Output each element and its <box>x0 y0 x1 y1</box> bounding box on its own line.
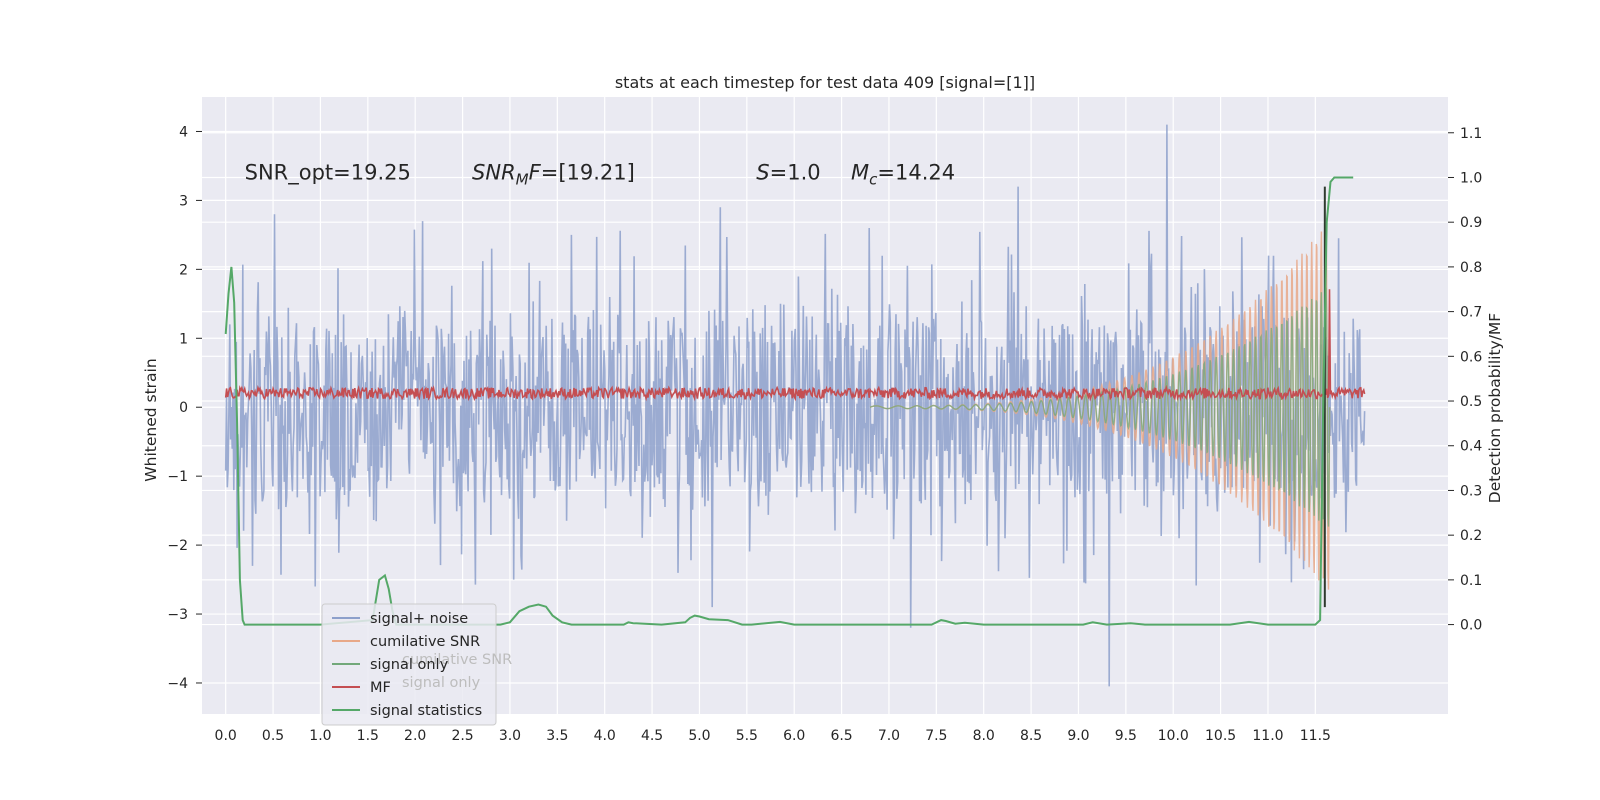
annotation-symbol: SNR <box>472 161 516 185</box>
legend-ghost-label: signal only <box>402 675 481 691</box>
annotation: SNRMF=[19.21] <box>472 161 635 189</box>
x-tick-label: 5.5 <box>736 728 758 744</box>
x-tick-label: 4.5 <box>641 728 663 744</box>
x-tick-label: 5.0 <box>688 728 710 744</box>
x-axis: 0.0 0.5 1.0 1.5 2.0 2.5 3.0 3.5 4.0 4.5 5.0 5.5 6.0 6… <box>215 728 1331 744</box>
annotations: SNR_opt=19.25 SNRMF=[19.21] S=1.0 Mc=14.24 <box>245 161 956 189</box>
x-tick-label: 10.5 <box>1205 728 1236 744</box>
annotation-number: =[19.21] <box>541 161 635 185</box>
legend-label: MF <box>370 680 391 696</box>
y-tick-label: 0 <box>179 400 188 416</box>
y2-tick-label: 0.0 <box>1460 618 1482 634</box>
annotation-subscript: M <box>516 171 529 189</box>
y-tick-label: 1 <box>179 331 188 347</box>
annotation: S=1.0 <box>756 161 820 185</box>
legend-label: signal only <box>370 657 449 673</box>
x-tick-label: 11.5 <box>1300 728 1331 744</box>
y2-tick-label: 0.6 <box>1460 349 1482 365</box>
y2-tick-label: 1.0 <box>1460 170 1482 186</box>
y2-tick-label: 0.1 <box>1460 573 1482 589</box>
y2-tick-label: 0.4 <box>1460 439 1482 455</box>
annotation: SNR_opt=19.25 <box>245 161 411 186</box>
annotation-value: =1.0 <box>770 161 821 185</box>
annotation-symbol: S <box>756 161 769 185</box>
series-mf <box>224 289 1366 402</box>
y-axis-left: −4 −3 −2 −1 0 1 2 3 4 <box>167 124 202 692</box>
x-tick-label: 8.5 <box>1020 728 1042 744</box>
annotation-symbol: F <box>529 161 542 185</box>
y-tick-label: 3 <box>179 193 188 209</box>
x-tick-label: 3.0 <box>499 728 521 744</box>
legend-box <box>321 603 497 726</box>
series-signal-statistics <box>224 176 1354 626</box>
annotation-symbol: M <box>851 161 869 185</box>
x-tick-label: 9.5 <box>1115 728 1137 744</box>
legend-ghost-label: cumilative SNR <box>402 652 512 668</box>
y2-tick-label: 0.7 <box>1460 305 1482 321</box>
x-tick-label: 7.0 <box>878 728 900 744</box>
y2-axis-label: Detection probability/MF <box>1486 313 1504 504</box>
legend-label: cumilative SNR <box>370 634 480 650</box>
y-tick-label: −4 <box>167 676 188 692</box>
y2-tick-label: 0.8 <box>1460 260 1482 276</box>
annotation-subscript: c <box>869 171 878 189</box>
x-tick-label: 6.5 <box>830 728 852 744</box>
y-tick-label: 4 <box>179 124 188 140</box>
y-tick-label: −3 <box>167 607 188 623</box>
x-tick-label: 0.0 <box>215 728 237 744</box>
y2-tick-label: 0.3 <box>1460 483 1482 499</box>
grid <box>202 97 1448 714</box>
x-tick-label: 11.0 <box>1252 728 1283 744</box>
chart-title: stats at each timestep for test data 409… <box>615 73 1035 92</box>
y-tick-label: −2 <box>167 538 188 554</box>
annotation-value: =14.24 <box>877 161 955 185</box>
x-tick-label: 6.0 <box>783 728 805 744</box>
y-axis-label: Whitened strain <box>142 358 160 481</box>
series-layer <box>224 124 1366 687</box>
y-axis-right: 0.0 0.1 0.2 0.3 0.4 0.5 0.6 0.7 0.8 0.9 1.0 1.1 <box>1448 126 1482 634</box>
x-tick-label: 2.0 <box>404 728 426 744</box>
y-tick-label: 2 <box>179 262 188 278</box>
x-tick-label: 7.5 <box>925 728 947 744</box>
y2-tick-label: 1.1 <box>1460 126 1482 142</box>
x-tick-label: 1.5 <box>357 728 379 744</box>
annotation-value: F=[19.21] <box>529 161 635 185</box>
x-tick-label: 1.0 <box>309 728 331 744</box>
x-tick-label: 9.0 <box>1067 728 1089 744</box>
series-signal-only <box>869 287 1331 527</box>
x-tick-label: 2.5 <box>451 728 473 744</box>
legend-label: signal statistics <box>370 703 482 719</box>
x-tick-label: 10.0 <box>1158 728 1189 744</box>
x-tick-label: 3.5 <box>546 728 568 744</box>
x-tick-label: 0.5 <box>262 728 284 744</box>
y2-tick-label: 0.5 <box>1460 394 1482 410</box>
x-tick-label: 4.0 <box>594 728 616 744</box>
legend-label: signal+ noise <box>370 611 468 627</box>
annotation: Mc=14.24 <box>851 161 955 189</box>
y-tick-label: −1 <box>167 469 188 485</box>
y2-tick-label: 0.9 <box>1460 215 1482 231</box>
y2-tick-label: 0.2 <box>1460 528 1482 544</box>
annotation-number: =14.24 <box>877 161 955 185</box>
x-tick-label: 8.0 <box>973 728 995 744</box>
